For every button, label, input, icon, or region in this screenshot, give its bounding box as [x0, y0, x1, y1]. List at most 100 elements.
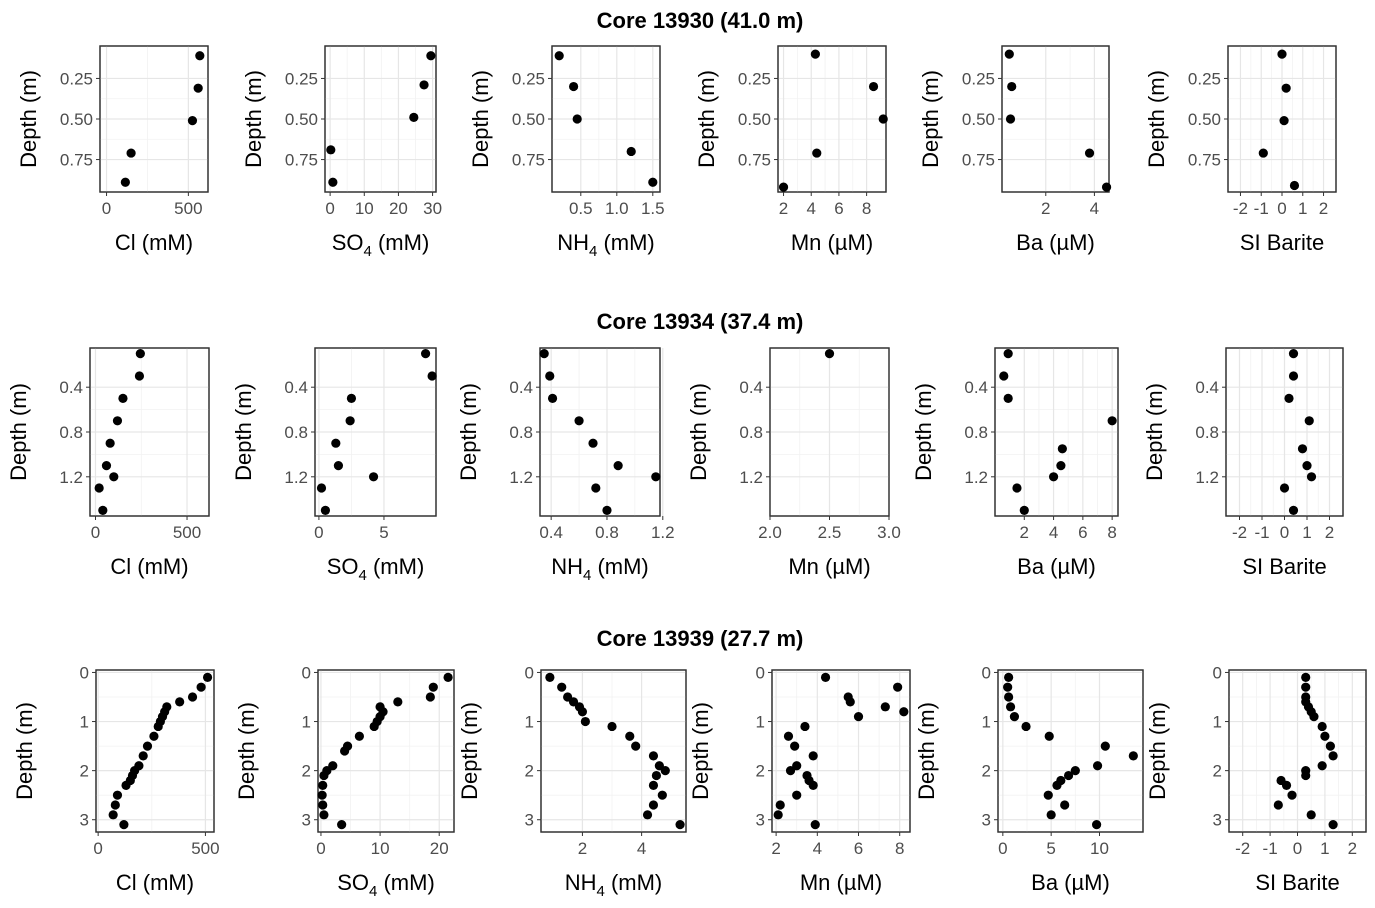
- y-tick-label: 1: [982, 713, 991, 732]
- x-axis-label: Ba (µM): [1017, 554, 1096, 579]
- y-tick-label: 0.25: [512, 69, 545, 88]
- x-tick-label: 6: [834, 199, 843, 218]
- y-tick-label: 0: [302, 663, 311, 682]
- x-tick-label: 20: [389, 199, 408, 218]
- panel-ba-m: 2 4 6 8 0.4 0.8 1.2 Depth (m) Ba (µM): [911, 347, 1119, 579]
- data-point: [810, 820, 820, 830]
- data-point: [1004, 672, 1014, 682]
- data-point: [1277, 49, 1287, 59]
- panel-so4-mm: 0 10 20 30 0.25 0.50 0.75 Depth (m) SO4 (mM): [241, 45, 442, 260]
- data-point: [1048, 472, 1059, 482]
- data-point: [110, 800, 120, 810]
- x-tick-label: 0: [1280, 523, 1289, 542]
- data-point: [112, 416, 123, 426]
- data-point: [660, 766, 670, 776]
- data-point: [346, 393, 357, 403]
- data-point: [134, 371, 145, 381]
- data-point: [808, 751, 818, 761]
- y-tick-label: 0.50: [738, 110, 771, 129]
- data-point: [368, 472, 379, 482]
- x-tick-label: 0: [91, 523, 100, 542]
- panel-frame: [997, 669, 1144, 833]
- panel-border: [997, 669, 1144, 833]
- y-tick-label: 0: [80, 663, 89, 682]
- panel-so4-mm: 0 5 0.4 0.8 1.2 Depth (m) SO4 (mM): [231, 347, 437, 584]
- data-point: [1007, 81, 1017, 92]
- y-axis-label: Depth (m): [12, 702, 37, 800]
- data-point: [331, 438, 341, 448]
- data-point: [1009, 712, 1020, 722]
- data-point: [1092, 820, 1102, 830]
- y-axis-label: Depth (m): [918, 70, 943, 168]
- data-point: [675, 820, 685, 830]
- x-tick-label: 2: [1325, 523, 1334, 542]
- x-axis-label: SO4 (mM): [327, 554, 425, 584]
- panel-border: [1227, 45, 1337, 193]
- x-tick-label: 3.0: [877, 523, 901, 542]
- x-axis-label-tail: (mM): [605, 870, 662, 895]
- data-point: [790, 741, 800, 751]
- data-point: [175, 697, 185, 707]
- data-point: [193, 83, 203, 93]
- x-axis-label-tail: (mM): [597, 230, 654, 255]
- data-point: [812, 148, 822, 158]
- x-tick-label: 0: [1277, 199, 1286, 218]
- y-tick-label: 1: [302, 713, 311, 732]
- data-point: [333, 461, 344, 471]
- x-axis-label-sub: 4: [589, 243, 597, 260]
- panel-border: [540, 669, 687, 833]
- data-point: [1297, 444, 1308, 454]
- data-point: [153, 721, 163, 732]
- y-tick-label: 0: [756, 663, 765, 682]
- data-point: [577, 707, 588, 717]
- y-axis-label: Depth (m): [1142, 383, 1167, 481]
- data-point: [1005, 702, 1016, 712]
- data-point: [195, 51, 205, 61]
- y-tick-label: 0.50: [512, 110, 545, 129]
- data-point: [1276, 775, 1286, 786]
- data-point: [800, 721, 810, 732]
- data-point: [318, 800, 328, 810]
- data-point: [1288, 371, 1299, 381]
- y-axis-label: Depth (m): [231, 383, 256, 481]
- data-point: [1281, 83, 1291, 93]
- data-point: [1003, 393, 1013, 403]
- x-tick-label: -1: [1254, 523, 1269, 542]
- x-tick-label: 0: [1293, 839, 1302, 858]
- y-tick-label: 0.25: [962, 69, 995, 88]
- data-point: [1003, 349, 1013, 359]
- x-tick-label: 5: [1046, 839, 1055, 858]
- data-point: [142, 741, 153, 751]
- data-point: [1306, 472, 1317, 482]
- data-point: [792, 790, 802, 800]
- y-axis-label: Depth (m): [1145, 702, 1170, 800]
- x-axis-label: SO4 (mM): [332, 230, 430, 260]
- data-point: [1128, 751, 1138, 761]
- x-tick-label: 0.4: [539, 523, 563, 542]
- data-point: [572, 114, 582, 124]
- panel-mn-m: 2 4 6 8 0.25 0.50 0.75 Depth (m) Mn (µM): [694, 45, 888, 255]
- x-tick-label: 1: [1320, 839, 1329, 858]
- y-tick-label: 0.4: [964, 378, 988, 397]
- data-point: [337, 820, 347, 830]
- core-title-2: Core 13939 (27.7 m): [597, 626, 804, 651]
- data-point: [1060, 800, 1070, 810]
- x-axis-label: SI Barite: [1255, 870, 1339, 895]
- y-axis-label: Depth (m): [457, 702, 482, 800]
- x-axis-label-tail: (mM): [367, 554, 424, 579]
- data-point: [775, 800, 785, 810]
- data-point: [1046, 810, 1056, 820]
- data-point: [1005, 114, 1016, 124]
- data-point: [539, 349, 549, 359]
- panel-border: [99, 45, 209, 193]
- data-point: [1084, 148, 1095, 158]
- data-point: [1100, 741, 1110, 751]
- y-axis-label: Depth (m): [468, 70, 493, 168]
- y-tick-label: 0.50: [962, 110, 995, 129]
- y-tick-label: 0.4: [284, 378, 308, 397]
- x-tick-label: 0: [314, 523, 323, 542]
- data-point: [119, 820, 129, 830]
- x-axis-label-main: NH: [557, 230, 589, 255]
